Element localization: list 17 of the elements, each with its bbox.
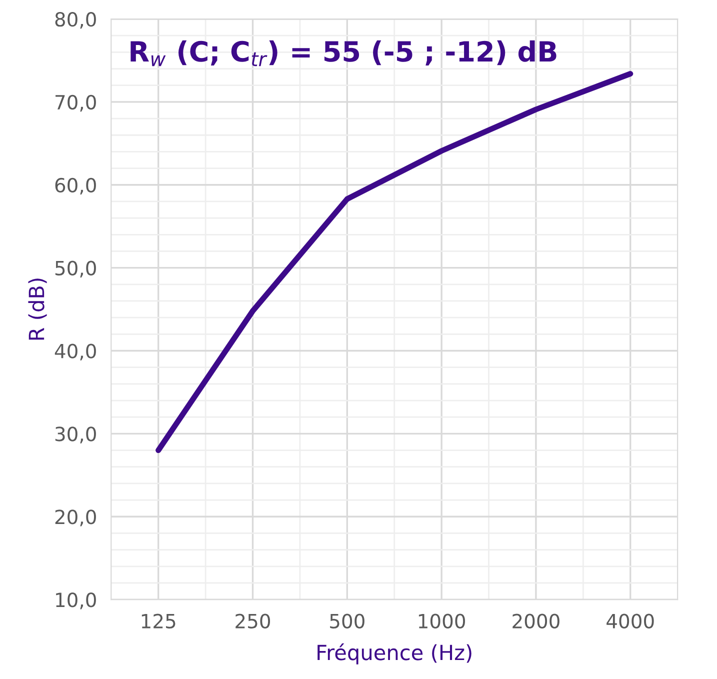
y-tick-label: 30,0 — [55, 426, 96, 444]
y-tick-label: 20,0 — [55, 510, 96, 526]
text: R$_{w}$ (C; C$_{tr}$) = 55 (-5 ; -12) dB — [130, 40, 556, 66]
y-tick-label: 50,0 — [55, 260, 96, 278]
x-tick-label: 4000 — [606, 614, 654, 628]
y-tick-label: 80,0 — [55, 12, 96, 29]
x-tick-label: 250 — [236, 614, 270, 628]
y-axis-title: R (dB) — [28, 278, 47, 340]
y-tick-label: 60,0 — [55, 178, 96, 195]
y-tick-label: 70,0 — [56, 94, 96, 112]
y-tick-label: 10,0 — [56, 592, 96, 610]
x-tick-label: 500 — [330, 614, 364, 628]
x-tick-label: 125 — [142, 614, 176, 628]
x-axis-title: Fréquence (Hz) — [318, 643, 472, 664]
x-tick-label: 2000 — [512, 614, 560, 628]
x-tick-label: 1000 — [418, 614, 466, 628]
y-tick-label: 40,0 — [54, 344, 96, 360]
